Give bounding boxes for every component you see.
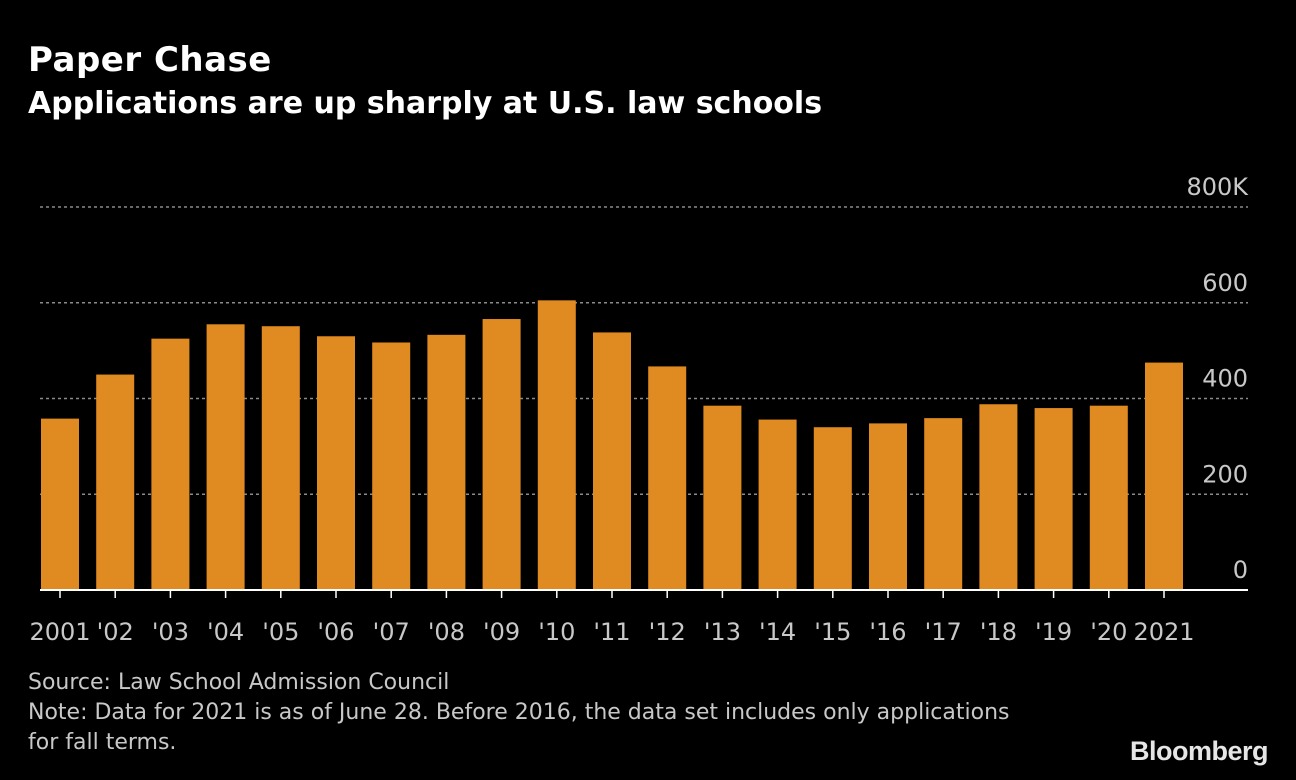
x-tick-label: '16 [869, 618, 906, 646]
x-tick-label: '18 [980, 618, 1017, 646]
x-tick-label: '08 [428, 618, 465, 646]
x-tick-label: '06 [317, 618, 354, 646]
bar [758, 419, 797, 590]
x-tick-label: '20 [1090, 618, 1127, 646]
bar [41, 418, 79, 590]
x-tick-label: '12 [649, 618, 686, 646]
x-tick-label: '04 [207, 618, 244, 646]
x-tick-label: 2001 [29, 618, 90, 646]
y-tick-label: 0 [1233, 556, 1248, 584]
bar [979, 404, 1018, 590]
bars-layer [41, 300, 1183, 590]
y-tick-label: 200 [1202, 460, 1248, 488]
chart-subtitle: Applications are up sharply at U.S. law … [28, 86, 823, 121]
y-tick-label: 800K [1186, 173, 1249, 201]
x-tick-label: '10 [538, 618, 575, 646]
data-note: Note: Data for 2021 is as of June 28. Be… [28, 700, 1010, 755]
x-tick-label: '19 [1035, 618, 1072, 646]
x-tick-label: '03 [152, 618, 189, 646]
x-tick-label: '02 [97, 618, 134, 646]
bar-chart: 0 200 400 600 800K 2001'02 '03 '04 '05 '06 '07 '08 '… [29, 173, 1249, 646]
bar [317, 336, 355, 590]
x-tick-label: '05 [262, 618, 299, 646]
bar [703, 405, 742, 590]
x-tick-label: '17 [925, 618, 962, 646]
bar [261, 326, 300, 590]
x-tick-label: '14 [759, 618, 796, 646]
bar [924, 418, 963, 590]
x-tick-label: '15 [814, 618, 851, 646]
bar [593, 332, 631, 590]
x-tick-label: '09 [483, 618, 520, 646]
x-tick-label: '07 [373, 618, 410, 646]
bar [1089, 405, 1128, 590]
bar [813, 427, 852, 590]
axis-layer: 0 200 400 600 800K 2001'02 '03 '04 '05 '06 '07 '08 '… [29, 173, 1249, 646]
bar [537, 300, 576, 590]
y-tick-label: 600 [1202, 269, 1248, 297]
x-tick-label: '11 [593, 618, 630, 646]
bar [869, 423, 907, 590]
bloomberg-logo: Bloomberg [1129, 736, 1269, 766]
source-note: Source: Law School Admission Council [28, 670, 450, 695]
x-tick-label: 2021 [1133, 618, 1194, 646]
bar [1145, 362, 1183, 590]
chart-title: Paper Chase [28, 40, 272, 80]
bar [151, 338, 190, 590]
chart-footer: Source: Law School Admission Council Not… [28, 668, 1028, 758]
bar [427, 334, 466, 590]
x-tick-label: '13 [704, 618, 741, 646]
bar [96, 374, 135, 590]
bar [648, 366, 687, 590]
bar [372, 342, 411, 590]
y-tick-label: 400 [1202, 365, 1248, 393]
bar [1034, 408, 1073, 590]
bar [206, 324, 245, 590]
bar [482, 319, 521, 590]
